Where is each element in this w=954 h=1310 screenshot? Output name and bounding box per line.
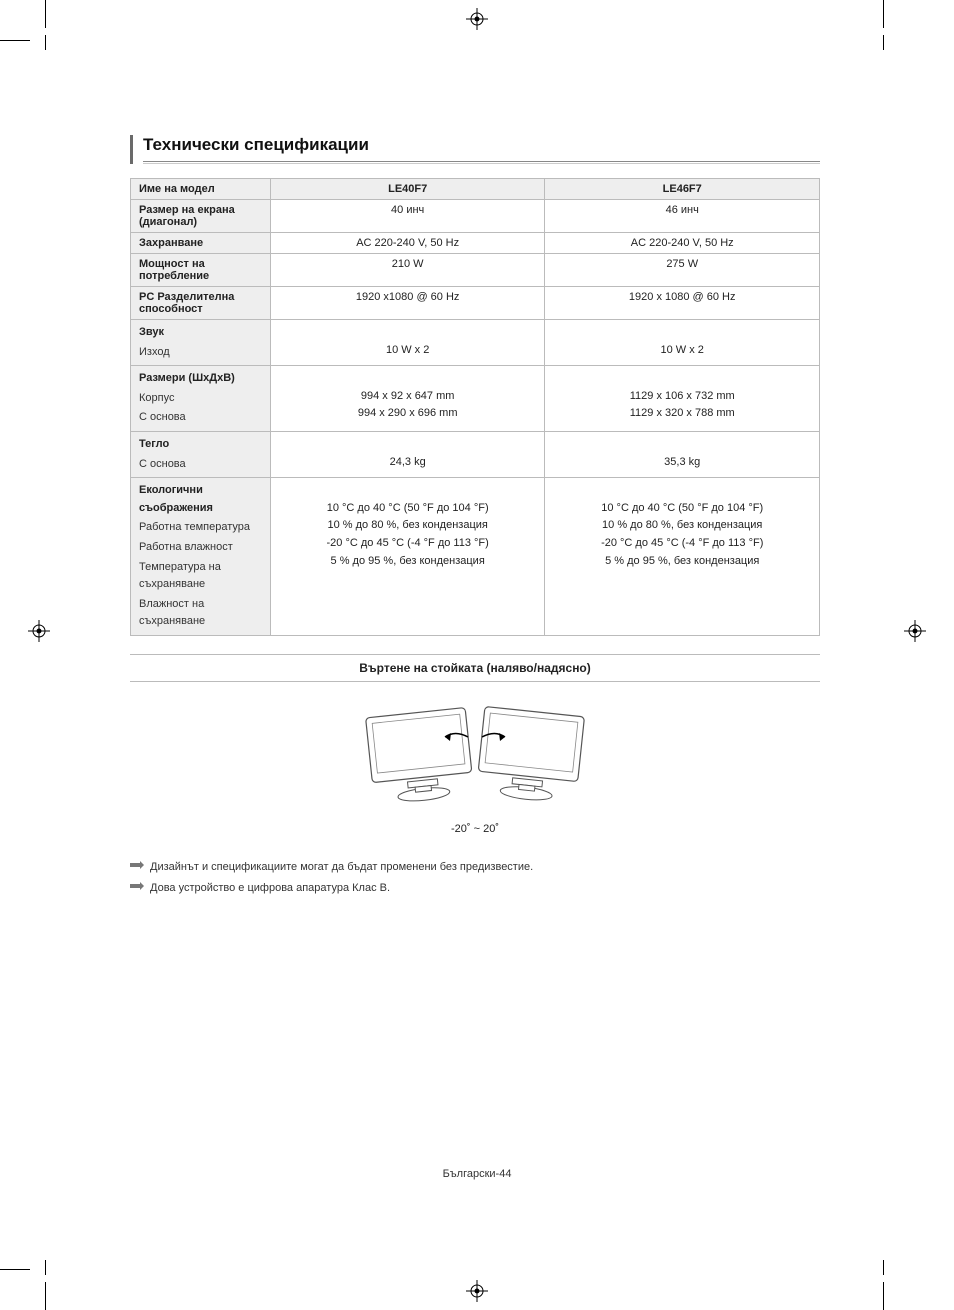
- note-2-text: Дова устройство е цифрова апаратура Клас…: [150, 878, 390, 899]
- row-dims-sub2: С основа: [139, 409, 262, 427]
- swivel-heading: Въртене на стойката (наляво/надясно): [130, 654, 820, 682]
- row-cons-label: Мощност на потребление: [131, 254, 271, 287]
- row-weight-v2: 35,3 kg: [545, 431, 820, 477]
- page-footer: Български-44: [0, 1168, 954, 1180]
- row-env-v1: 10 °C до 40 °C (50 °F до 104 °F) 10 % до…: [270, 478, 545, 636]
- row-env-sub4: Влажност на съхраняване: [139, 596, 262, 631]
- row-sound-v1: 10 W x 2: [270, 320, 545, 366]
- bullet-arrow-icon: [130, 881, 144, 891]
- note-1-text: Дизайнът и спецификациите могат да бъдат…: [150, 857, 533, 878]
- row-weight-label: Тегло С основа: [131, 431, 271, 477]
- row-screen-v2: 46 инч: [545, 200, 820, 233]
- model-1-header: LE40F7: [270, 179, 545, 200]
- row-sound-main: Звук: [139, 326, 164, 338]
- row-env-sub3: Температура на съхраняване: [139, 559, 262, 594]
- row-screen-v1: 40 инч: [270, 200, 545, 233]
- page-content: Технически спецификации Име на модел LE4…: [130, 135, 820, 899]
- registration-mark-icon: [28, 620, 50, 642]
- row-cons-v2: 275 W: [545, 254, 820, 287]
- notes-block: Дизайнът и спецификациите могат да бъдат…: [130, 857, 820, 899]
- row-env-label: Екологични съображения Работна температу…: [131, 478, 271, 636]
- registration-mark-icon: [904, 620, 926, 642]
- registration-mark-icon: [466, 8, 488, 30]
- row-pcres-v1: 1920 x1080 @ 60 Hz: [270, 287, 545, 320]
- swivel-figure: [130, 702, 820, 817]
- row-env-v2: 10 °C до 40 °C (50 °F до 104 °F) 10 % до…: [545, 478, 820, 636]
- spec-table: Име на модел LE40F7 LE46F7 Размер на екр…: [130, 178, 820, 636]
- row-dims-v1: 994 x 92 x 647 mm 994 x 290 x 696 mm: [270, 366, 545, 432]
- header-model-label: Име на модел: [131, 179, 271, 200]
- row-screen-label: Размер на екрана (диагонал): [131, 200, 271, 233]
- registration-mark-icon: [466, 1280, 488, 1302]
- row-sound-sub: Изход: [139, 344, 262, 362]
- bullet-arrow-icon: [130, 860, 144, 870]
- row-cons-v1: 210 W: [270, 254, 545, 287]
- page-title: Технически спецификации: [143, 135, 820, 162]
- swivel-range: -20˚ ~ 20˚: [130, 823, 820, 835]
- row-sound-label: Звук Изход: [131, 320, 271, 366]
- row-dims-v2: 1129 x 106 x 732 mm 1129 x 320 x 788 mm: [545, 366, 820, 432]
- note-1: Дизайнът и спецификациите могат да бъдат…: [130, 857, 820, 878]
- row-power-v2: AC 220-240 V, 50 Hz: [545, 233, 820, 254]
- row-pcres-v2: 1920 x 1080 @ 60 Hz: [545, 287, 820, 320]
- section-heading: Технически спецификации: [130, 135, 820, 164]
- row-env-sub2: Работна влажност: [139, 539, 262, 557]
- row-env-main: Екологични съображения: [139, 484, 213, 514]
- model-2-header: LE46F7: [545, 179, 820, 200]
- row-dims-sub1: Корпус: [139, 390, 262, 408]
- row-env-sub1: Работна температура: [139, 519, 262, 537]
- row-dims-label: Размери (ШхДхВ) Корпус С основа: [131, 366, 271, 432]
- row-pcres-label: PC Разделителна способност: [131, 287, 271, 320]
- note-2: Дова устройство е цифрова апаратура Клас…: [130, 878, 820, 899]
- row-sound-v2: 10 W x 2: [545, 320, 820, 366]
- row-weight-v1: 24,3 kg: [270, 431, 545, 477]
- row-dims-main: Размери (ШхДхВ): [139, 372, 235, 384]
- row-power-label: Захранване: [131, 233, 271, 254]
- row-weight-sub: С основа: [139, 456, 262, 474]
- row-power-v1: AC 220-240 V, 50 Hz: [270, 233, 545, 254]
- row-weight-main: Тегло: [139, 438, 169, 450]
- tv-swivel-icon: [360, 702, 590, 812]
